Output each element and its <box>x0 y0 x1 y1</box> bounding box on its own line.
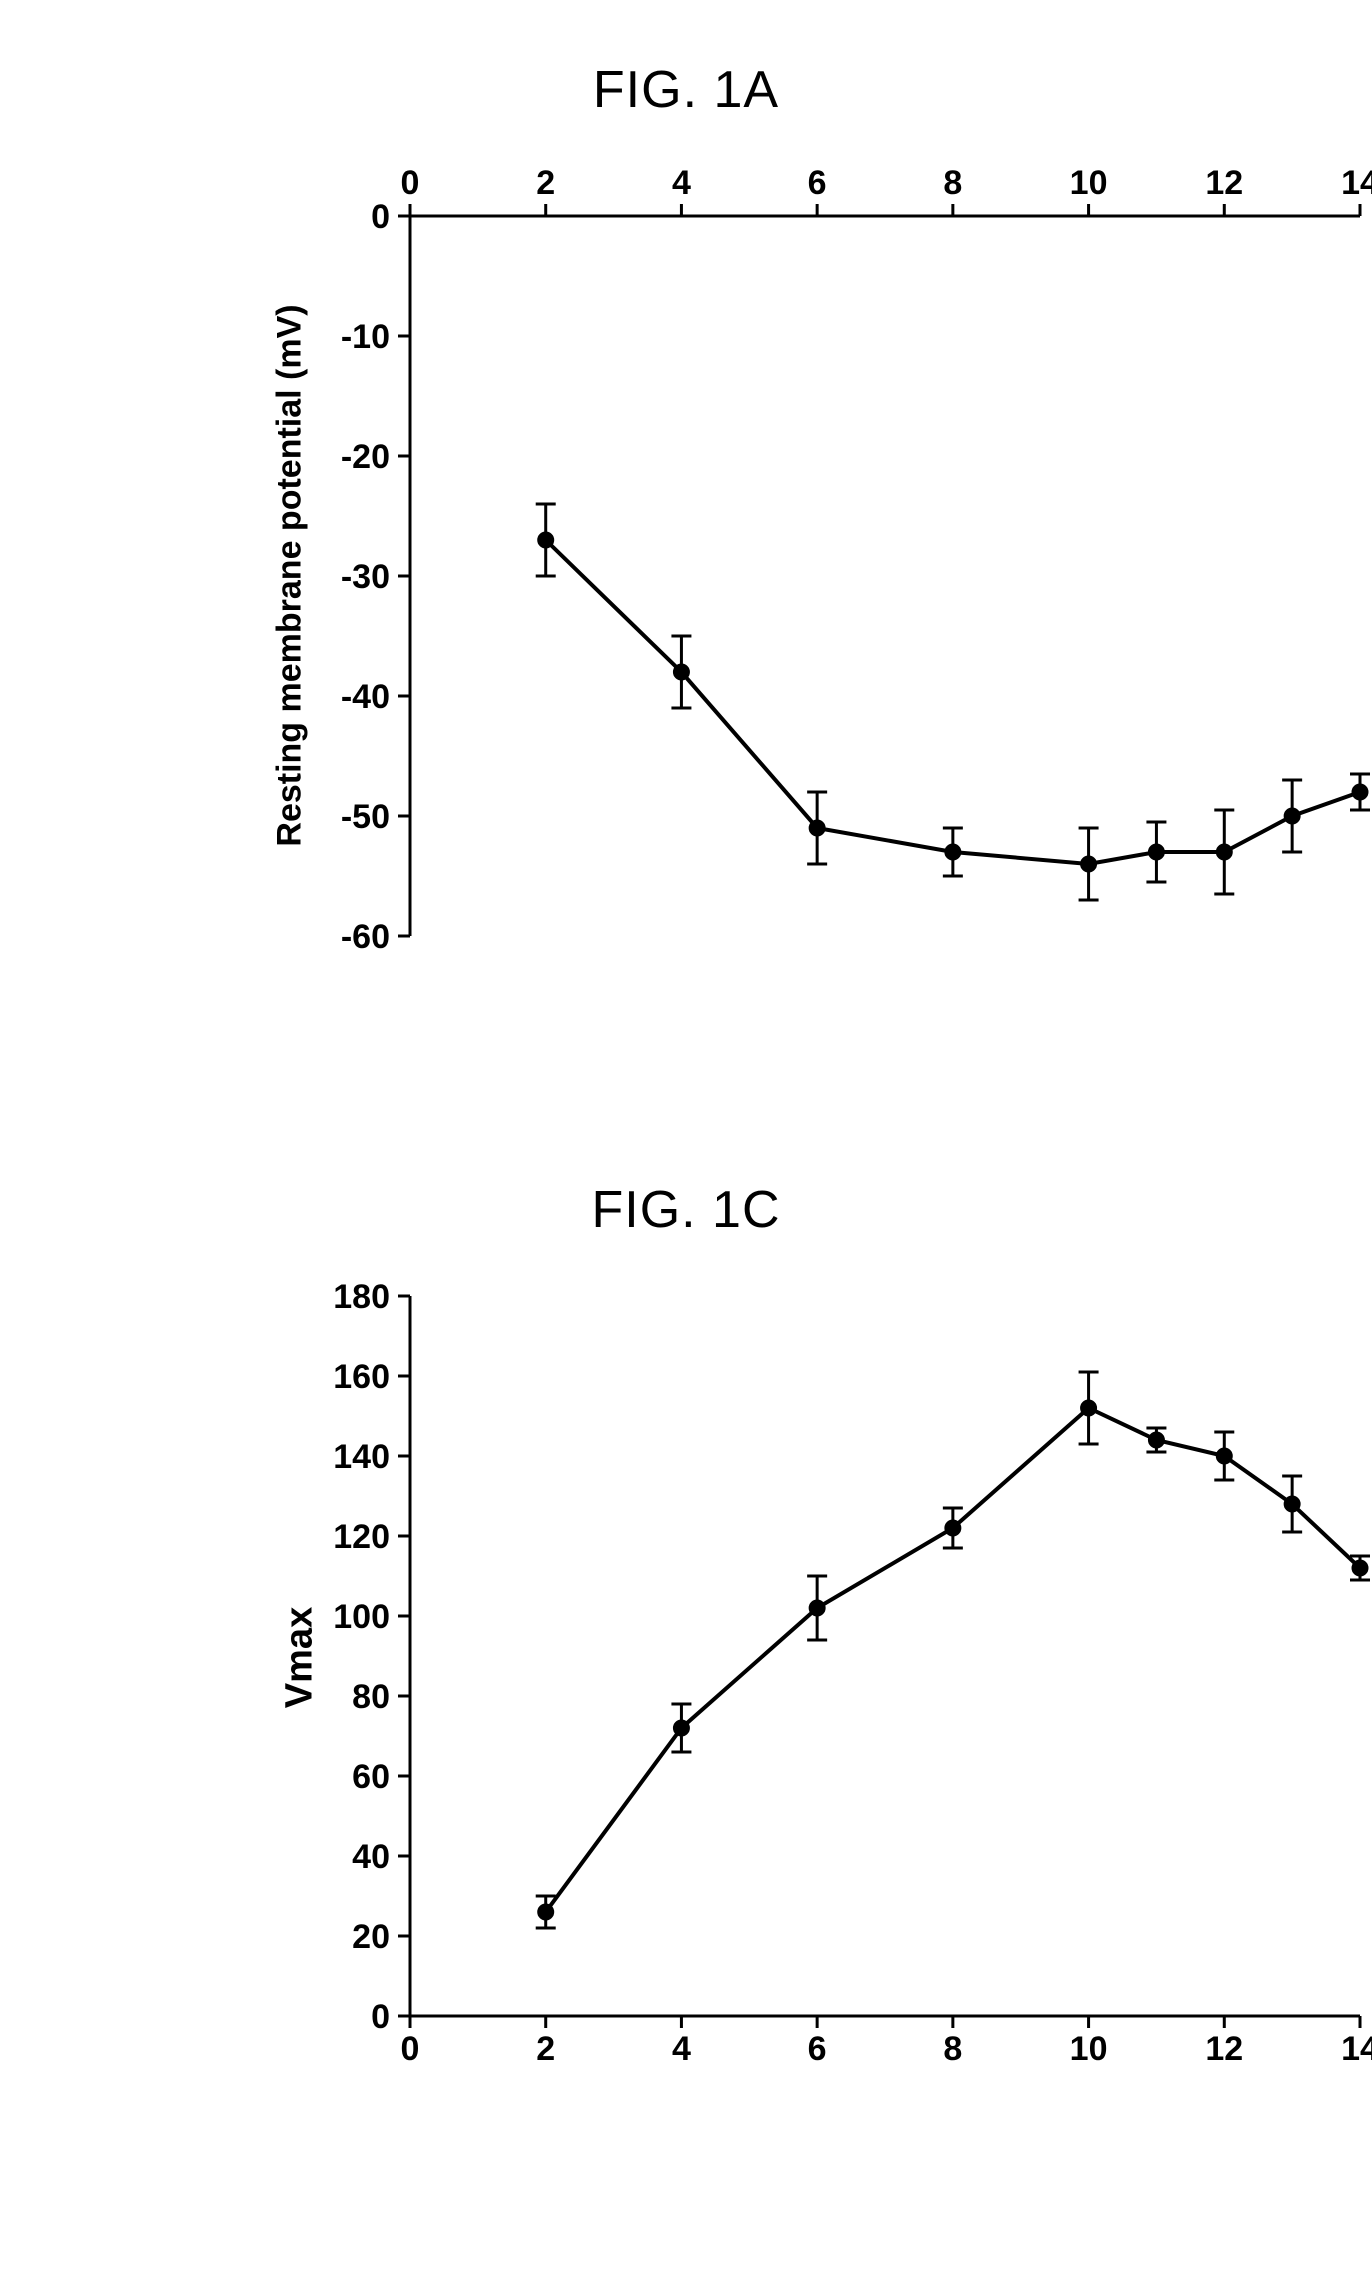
figure-1a-chart: Resting membrane potential (mV) 02468101… <box>290 146 1372 966</box>
data-point <box>1352 1560 1368 1576</box>
y-tick-label: 140 <box>333 1438 390 1476</box>
x-tick-label: 8 <box>943 2030 962 2068</box>
figure-1c-title: FIG. 1C <box>0 1180 1372 1240</box>
y-tick-label: -50 <box>341 798 390 836</box>
x-tick-label: 0 <box>401 2030 420 2068</box>
x-tick-label: 4 <box>672 164 691 202</box>
data-point <box>1216 1448 1232 1464</box>
x-tick-label: 2 <box>536 164 555 202</box>
data-point <box>809 820 825 836</box>
data-point <box>1148 844 1164 860</box>
data-point <box>1081 856 1097 872</box>
data-point <box>673 1720 689 1736</box>
data-series-line <box>546 1408 1360 1912</box>
data-point <box>673 664 689 680</box>
y-tick-label: 160 <box>333 1358 390 1396</box>
data-point <box>538 1904 554 1920</box>
data-series-line <box>546 540 1360 864</box>
y-tick-label: 60 <box>352 1758 390 1796</box>
y-tick-label: 120 <box>333 1518 390 1556</box>
x-tick-label: 0 <box>401 164 420 202</box>
y-tick-label: -30 <box>341 558 390 596</box>
figure-1a-title: FIG. 1A <box>0 60 1372 120</box>
data-point <box>945 1520 961 1536</box>
y-tick-label: -60 <box>341 918 390 956</box>
y-tick-label: 180 <box>333 1278 390 1316</box>
x-tick-label: 2 <box>536 2030 555 2068</box>
data-point <box>1284 808 1300 824</box>
figure-1a-plot: 0 2 4 6 8 10 12 14 0 -10 -20 -30 -40 -50 -60 <box>290 146 1372 966</box>
x-tick-label: 6 <box>808 164 827 202</box>
data-point <box>1148 1432 1164 1448</box>
data-point <box>1081 1400 1097 1416</box>
x-tick-label: 12 <box>1205 164 1243 202</box>
figure-1c: FIG. 1C Vmax 024681012140204060801001201… <box>0 1180 1372 2086</box>
y-tick-label: 20 <box>352 1918 390 1956</box>
data-point <box>538 532 554 548</box>
x-tick-label: 4 <box>672 2030 691 2068</box>
y-tick-label: 0 <box>371 1998 390 2036</box>
x-tick-label: 8 <box>943 164 962 202</box>
y-tick-label: 100 <box>333 1598 390 1636</box>
x-tick-label: 6 <box>808 2030 827 2068</box>
y-tick-label: -10 <box>341 318 390 356</box>
data-point <box>809 1600 825 1616</box>
x-tick-label: 12 <box>1205 2030 1243 2068</box>
y-tick-label: -20 <box>341 438 390 476</box>
data-point <box>945 844 961 860</box>
figure-1c-plot: 02468101214020406080100120140160180 <box>290 1266 1372 2086</box>
data-point <box>1216 844 1232 860</box>
figure-1a: FIG. 1A Resting membrane potential (mV) … <box>0 60 1372 966</box>
data-point <box>1352 784 1368 800</box>
figure-1c-chart: Vmax 02468101214020406080100120140160180 <box>290 1266 1372 2086</box>
figure-1a-ylabel: Resting membrane potential (mV) <box>271 276 310 876</box>
y-tick-label: 40 <box>352 1838 390 1876</box>
x-tick-label: 10 <box>1070 164 1108 202</box>
data-point <box>1284 1496 1300 1512</box>
x-tick-label: 14 <box>1341 164 1372 202</box>
y-tick-label: 80 <box>352 1678 390 1716</box>
y-tick-label: 0 <box>371 198 390 236</box>
figure-1c-ylabel: Vmax <box>279 1558 322 1758</box>
x-tick-label: 10 <box>1070 2030 1108 2068</box>
x-tick-label: 14 <box>1341 2030 1372 2068</box>
y-tick-label: -40 <box>341 678 390 716</box>
